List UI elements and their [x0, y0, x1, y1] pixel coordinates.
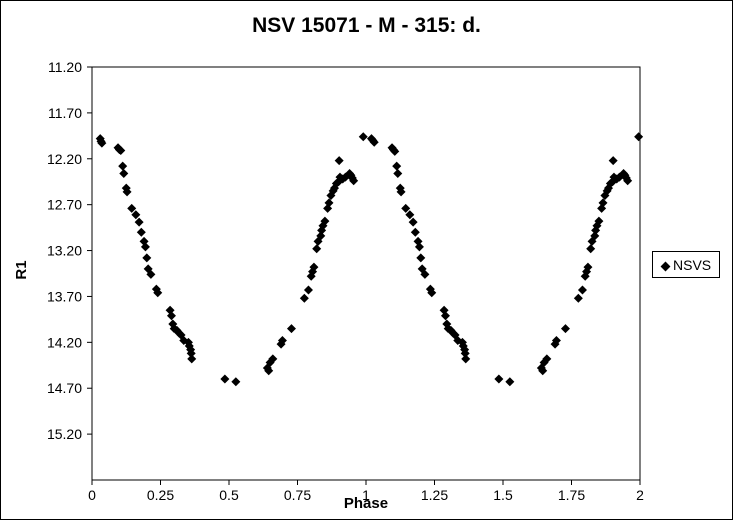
data-point [142, 253, 152, 263]
data-point [573, 293, 583, 303]
data-point [122, 187, 132, 197]
x-tick-label: 0.5 [219, 487, 239, 503]
y-tick-label: 15.20 [47, 426, 82, 442]
data-point [542, 354, 552, 364]
data-point [410, 227, 420, 237]
y-tick-label: 14.20 [47, 334, 82, 350]
legend-label-nsvs: NSVS [673, 257, 712, 273]
x-tick-label: 0.75 [284, 487, 311, 503]
data-point [303, 285, 313, 295]
data-point [623, 176, 633, 186]
data-point [440, 311, 450, 321]
data-point [268, 354, 278, 364]
y-tick-label: 13.70 [47, 288, 82, 304]
x-axis: 0 0.25 0.5 0.75 1 1.25 1.5 1.75 2 [88, 480, 644, 503]
data-point [590, 231, 600, 241]
data-point [118, 161, 128, 171]
data-point [358, 132, 368, 142]
data-point [586, 244, 596, 254]
plot-area [91, 66, 641, 481]
x-tick-label: 0.25 [147, 487, 174, 503]
data-point [396, 187, 406, 197]
data-point [594, 216, 604, 226]
x-axis-label: Phase [344, 495, 388, 512]
data-point [186, 348, 196, 358]
data-point [309, 262, 319, 272]
data-point [461, 354, 471, 364]
x-tick-label: 1.25 [421, 487, 448, 503]
data-point [146, 269, 156, 279]
data-point [299, 293, 309, 303]
legend-diamond-icon [660, 261, 671, 272]
data-point [187, 354, 197, 364]
data-point [220, 374, 230, 384]
data-point [405, 210, 415, 220]
data-point [505, 377, 515, 387]
y-tick-label: 11.20 [48, 59, 82, 75]
data-point [393, 168, 403, 178]
x-tick-label: 1.5 [493, 487, 513, 503]
data-point [134, 217, 144, 227]
data-point [324, 198, 334, 208]
data-point [598, 198, 608, 208]
data-point [334, 156, 344, 166]
data-point [97, 138, 107, 148]
y-tick-label: 12.70 [47, 197, 82, 213]
y-tick-label: 11.70 [48, 105, 82, 121]
chart-title: NSV 15071 - M - 315: d. [252, 14, 481, 37]
data-point [369, 137, 379, 147]
data-point [538, 366, 548, 376]
data-point [420, 269, 430, 279]
x-tick-label: 1.75 [558, 487, 585, 503]
y-tick-label: 12.20 [47, 151, 82, 167]
x-tick-label: 2 [636, 487, 644, 503]
data-point [349, 176, 359, 186]
data-point [286, 324, 296, 334]
data-point [277, 335, 287, 345]
data-point [312, 244, 322, 254]
data-point [136, 227, 146, 237]
data-point [460, 348, 470, 358]
data-point [140, 242, 150, 252]
data-point [316, 231, 326, 241]
data-point [119, 168, 129, 178]
data-point [416, 253, 426, 263]
data-point [401, 203, 411, 213]
data-point [116, 146, 126, 156]
data-point [551, 335, 561, 345]
data-point [390, 146, 400, 156]
y-tick-label: 13.20 [47, 243, 82, 259]
data-point [231, 377, 241, 387]
data-point [414, 242, 424, 252]
data-point [408, 217, 418, 227]
legend: NSVS [652, 251, 720, 278]
data-point [634, 132, 644, 142]
data-point [583, 262, 593, 272]
data-point [127, 203, 137, 213]
data-point [166, 311, 176, 321]
data-point [427, 288, 437, 298]
x-tick-label: 0 [88, 487, 96, 503]
data-point [560, 324, 570, 334]
data-point [320, 216, 330, 226]
data-point [264, 366, 274, 376]
y-tick-label: 14.70 [47, 380, 82, 396]
data-point [608, 156, 618, 166]
data-points [95, 132, 644, 387]
y-axis: 11.20 11.70 12.20 12.70 13.20 13.70 14.20 14.70… [47, 59, 92, 442]
data-point [577, 285, 587, 295]
data-point [153, 288, 163, 298]
data-point [131, 210, 141, 220]
data-point [494, 374, 504, 384]
data-point [392, 161, 402, 171]
y-axis-label: R1 [13, 260, 30, 279]
x-tick-label: 1 [362, 487, 370, 503]
